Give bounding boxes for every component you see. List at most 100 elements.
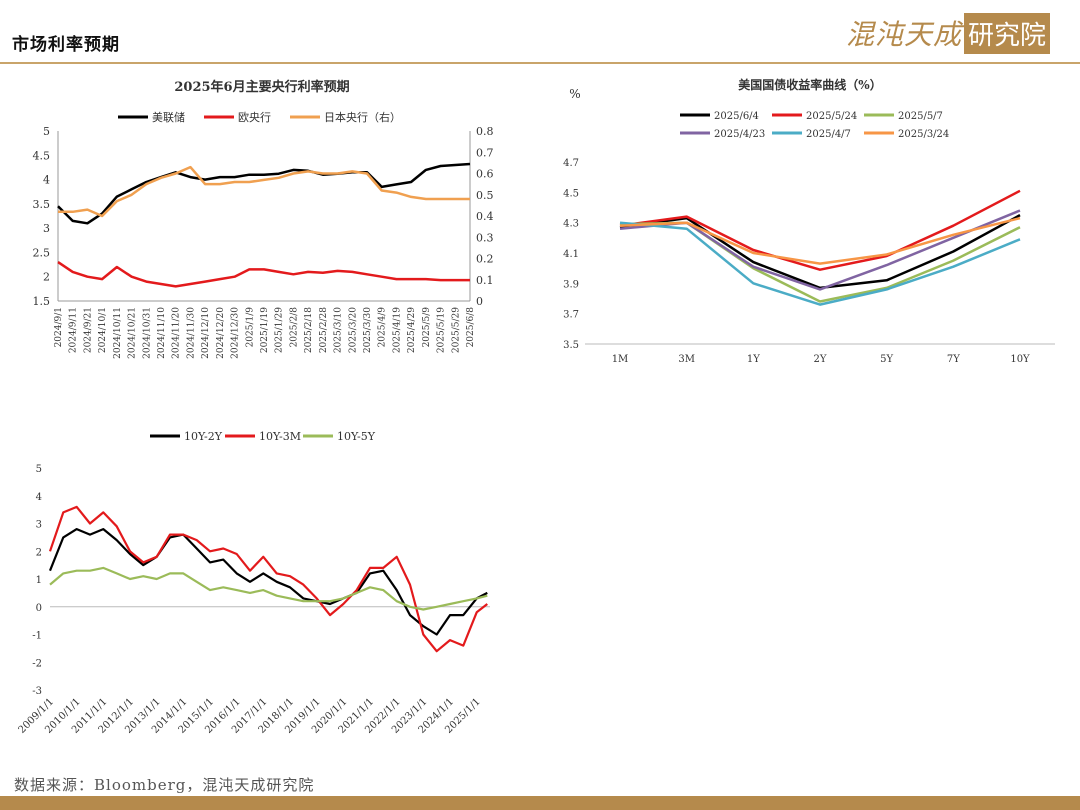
- y-left-tick-5: 2.5: [33, 246, 51, 259]
- series-line-2025-4-7: [619, 221, 1021, 306]
- y-left-tick-1: 4.5: [33, 149, 51, 162]
- y-tick-6: 3.5: [563, 340, 579, 351]
- x-tick-label-20: 2025/3/20: [348, 307, 358, 353]
- x-tick-label-22: 2025/4/9: [378, 307, 388, 348]
- y-tick-4: 1: [36, 575, 42, 586]
- y-tick-2: 4.3: [563, 219, 579, 230]
- data-source-note: 数据来源：Bloomberg，混沌天成研究院: [14, 776, 315, 794]
- logo-box-text: 研究院: [964, 12, 1051, 54]
- legend-label-1: 2025/5/24: [806, 111, 857, 122]
- y-tick-6: -1: [32, 631, 42, 642]
- logo-text: 混沌天成: [846, 18, 963, 51]
- x-tick-label-26: 2025/5/19: [437, 307, 447, 353]
- y-tick-5: 3.7: [563, 310, 579, 321]
- legend-label-2: 10Y-5Y: [337, 430, 376, 443]
- x-tick-label-8: 2024/11/20: [172, 307, 182, 359]
- series-line-2025-6-4: [619, 214, 1021, 290]
- chart-title: 2025年6月主要央行利率预期: [174, 79, 349, 95]
- x-tick-label-19: 2025/3/10: [334, 307, 344, 353]
- y-left-tick-6: 2: [43, 271, 50, 284]
- x-tick-label-2: 2024/9/21: [83, 307, 93, 353]
- x-tick-label-6: 10Y: [1010, 354, 1030, 365]
- x-tick-label-0: 2024/9/1: [54, 307, 64, 347]
- y-tick-1: 4: [36, 492, 42, 503]
- x-tick-label-16: 2025/2/8: [289, 307, 299, 348]
- y-right-tick-4: 0.4: [476, 210, 494, 223]
- x-tick-label-15: 2025/1/29: [275, 307, 285, 353]
- x-tick-label-1: 3M: [678, 354, 695, 365]
- x-tick-label-10: 2024/12/10: [201, 307, 211, 359]
- x-tick-label-11: 2024/12/20: [216, 307, 226, 359]
- legend-label-1: 欧央行: [238, 111, 271, 124]
- y-tick-2: 3: [36, 520, 42, 531]
- x-tick-label-5: 7Y: [947, 354, 960, 365]
- y-tick-5: 0: [36, 603, 42, 614]
- y-right-tick-1: 0.7: [476, 146, 494, 159]
- x-tick-label-13: 2025/1/9: [245, 307, 255, 348]
- chart-title: 美国国债收益率曲线（%）: [738, 77, 881, 92]
- y-right-tick-3: 0.5: [476, 189, 494, 202]
- y-right-tick-8: 0: [476, 295, 483, 308]
- x-tick-label-17: 2025/2/18: [304, 307, 314, 353]
- legend-label-2: 日本央行（右）: [324, 110, 401, 124]
- legend-label-3: 2025/4/23: [714, 129, 765, 140]
- y-tick-4: 3.9: [563, 279, 579, 290]
- legend-label-2: 2025/5/7: [898, 111, 943, 122]
- y-right-tick-7: 0.1: [476, 274, 494, 287]
- y-right-tick-5: 0.3: [476, 231, 494, 244]
- y-axis-label: %: [569, 87, 580, 101]
- legend-label-1: 10Y-3M: [259, 430, 301, 443]
- series-line-0: [57, 162, 471, 225]
- series-line-2025-3-24: [619, 216, 1021, 265]
- x-tick-label-9: 2024/11/30: [186, 307, 196, 359]
- x-tick-label-6: 2024/10/31: [142, 307, 152, 359]
- x-tick-label-3: 2Y: [814, 354, 827, 365]
- legend-label-0: 10Y-2Y: [184, 430, 223, 443]
- y-left-tick-2: 4: [43, 174, 50, 187]
- series-line-2025-5-24: [619, 189, 1021, 271]
- header-divider: [0, 62, 1080, 64]
- series-line-2: [58, 165, 470, 218]
- x-tick-label-28: 2025/6/8: [466, 307, 476, 348]
- page-title: 市场利率预期: [12, 35, 120, 55]
- y-right-tick-2: 0.6: [476, 168, 494, 181]
- x-tick-label-7: 2024/11/10: [157, 307, 167, 359]
- x-tick-label-18: 2025/2/28: [319, 307, 329, 353]
- y-tick-1: 4.5: [563, 188, 579, 199]
- x-tick-label-2: 1Y: [747, 354, 760, 365]
- legend-label-4: 2025/4/7: [806, 129, 851, 140]
- x-tick-label-25: 2025/5/9: [422, 307, 432, 348]
- brand-logo: 混沌天成 研究院: [846, 12, 1051, 54]
- x-tick-label-14: 2025/1/19: [260, 307, 270, 353]
- y-right-tick-0: 0.8: [476, 125, 494, 138]
- y-tick-3: 4.1: [563, 249, 579, 260]
- series-line-10y-5y: [49, 566, 488, 611]
- y-left-tick-0: 5: [43, 125, 50, 138]
- x-tick-label-24: 2025/4/29: [407, 307, 417, 353]
- x-tick-label-1: 2024/9/11: [69, 307, 79, 353]
- y-right-tick-6: 0.2: [476, 253, 494, 266]
- series-line-10y-2y: [48, 527, 488, 636]
- x-tick-label-4: 5Y: [880, 354, 893, 365]
- legend-label-5: 2025/3/24: [898, 129, 949, 140]
- x-tick-label-3: 2024/10/1: [98, 307, 108, 353]
- x-tick-label-5: 2024/10/21: [128, 307, 138, 359]
- x-tick-label-21: 2025/3/30: [363, 307, 373, 353]
- legend-label-0: 2025/6/4: [714, 111, 759, 122]
- y-tick-7: -2: [32, 658, 42, 669]
- y-left-tick-3: 3.5: [33, 198, 51, 211]
- x-tick-label-0: 1M: [612, 354, 629, 365]
- y-tick-0: 4.7: [563, 158, 579, 169]
- x-tick-label-4: 2024/10/11: [113, 307, 123, 359]
- y-tick-0: 5: [36, 464, 42, 475]
- legend-label-0: 美联储: [152, 110, 185, 124]
- yield-spread-chart: 10Y-2Y 10Y-3M 10Y-5Y543210-1-2-32009/1/120…: [17, 430, 490, 736]
- y-left-tick-4: 3: [43, 222, 50, 235]
- footer-bar: [0, 796, 1080, 810]
- x-tick-label-12: 2024/12/30: [231, 307, 241, 359]
- y-left-tick-7: 1.5: [33, 295, 51, 308]
- y-tick-8: -3: [32, 686, 42, 697]
- x-tick-label-27: 2025/5/29: [451, 307, 461, 353]
- series-line-1: [57, 261, 470, 288]
